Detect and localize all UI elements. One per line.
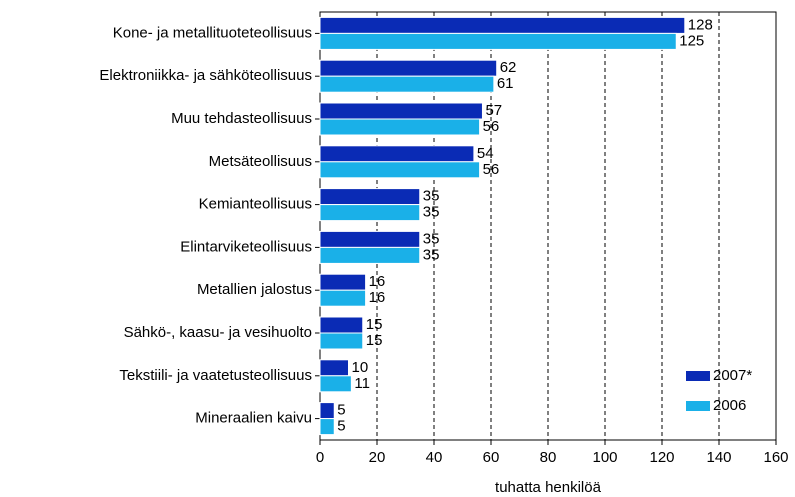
y-tick-label: Muu tehdasteollisuus	[171, 110, 312, 127]
bar	[319, 375, 352, 393]
bar	[319, 32, 677, 50]
data-label: 35	[423, 230, 440, 247]
data-label: 35	[423, 188, 440, 205]
data-label: 16	[369, 289, 386, 306]
data-label: 35	[423, 204, 440, 221]
data-label: 11	[354, 375, 370, 392]
data-label: 128	[688, 16, 713, 33]
data-label: 61	[497, 75, 514, 92]
y-tick-label: Kone- ja metallituoteteollisuus	[113, 24, 312, 41]
data-label: 5	[337, 402, 345, 419]
x-tick-label: 120	[649, 449, 674, 466]
bar	[319, 204, 421, 222]
bar	[319, 316, 364, 334]
bar	[319, 59, 498, 77]
legend-label: 2007*	[713, 367, 752, 384]
legend-swatch	[686, 401, 710, 411]
bar	[319, 145, 475, 163]
legend-label: 2006	[713, 397, 746, 414]
x-tick-label: 40	[426, 449, 443, 466]
bar	[319, 75, 495, 93]
plot-frame	[319, 11, 777, 441]
bar	[319, 402, 335, 420]
bar	[319, 102, 483, 120]
bar	[319, 418, 335, 436]
bar	[319, 118, 481, 136]
data-label: 10	[352, 359, 369, 376]
y-tick-label: Mineraalien kaivu	[195, 410, 312, 427]
data-label: 56	[483, 161, 500, 178]
bar	[319, 16, 686, 34]
bar	[319, 289, 367, 307]
y-tick-label: Elektroniikka- ja sähköteollisuus	[99, 67, 312, 84]
bar	[319, 332, 364, 350]
bar	[319, 188, 421, 206]
y-tick-label: Elintarviketeollisuus	[180, 238, 312, 255]
bar	[319, 230, 421, 248]
legend-swatch	[686, 371, 710, 381]
data-label: 125	[679, 32, 704, 49]
y-tick-label: Metsäteollisuus	[209, 153, 312, 170]
data-label: 5	[337, 418, 345, 435]
x-axis-label: tuhatta henkilöä	[495, 479, 602, 496]
data-label: 15	[366, 332, 383, 349]
x-tick-label: 80	[540, 449, 557, 466]
data-label: 54	[477, 145, 494, 162]
x-tick-label: 100	[592, 449, 617, 466]
x-tick-label: 160	[763, 449, 788, 466]
bar	[319, 273, 367, 291]
x-tick-label: 0	[316, 449, 324, 466]
y-tick-label: Kemianteollisuus	[199, 196, 312, 213]
bar	[319, 161, 481, 179]
data-label: 15	[366, 316, 383, 333]
x-tick-label: 140	[706, 449, 731, 466]
data-label: 56	[483, 118, 500, 135]
y-tick-label: Metallien jalostus	[197, 281, 312, 298]
data-label: 57	[485, 102, 502, 119]
data-label: 35	[423, 246, 440, 263]
bar	[319, 246, 421, 264]
y-tick-label: Sähkö-, kaasu- ja vesihuolto	[124, 324, 312, 341]
data-label: 16	[369, 273, 386, 290]
x-tick-label: 60	[483, 449, 500, 466]
y-tick-label: Tekstiili- ja vaatetusteollisuus	[119, 367, 312, 384]
data-label: 62	[500, 59, 517, 76]
bar	[319, 359, 349, 377]
x-tick-label: 20	[369, 449, 386, 466]
